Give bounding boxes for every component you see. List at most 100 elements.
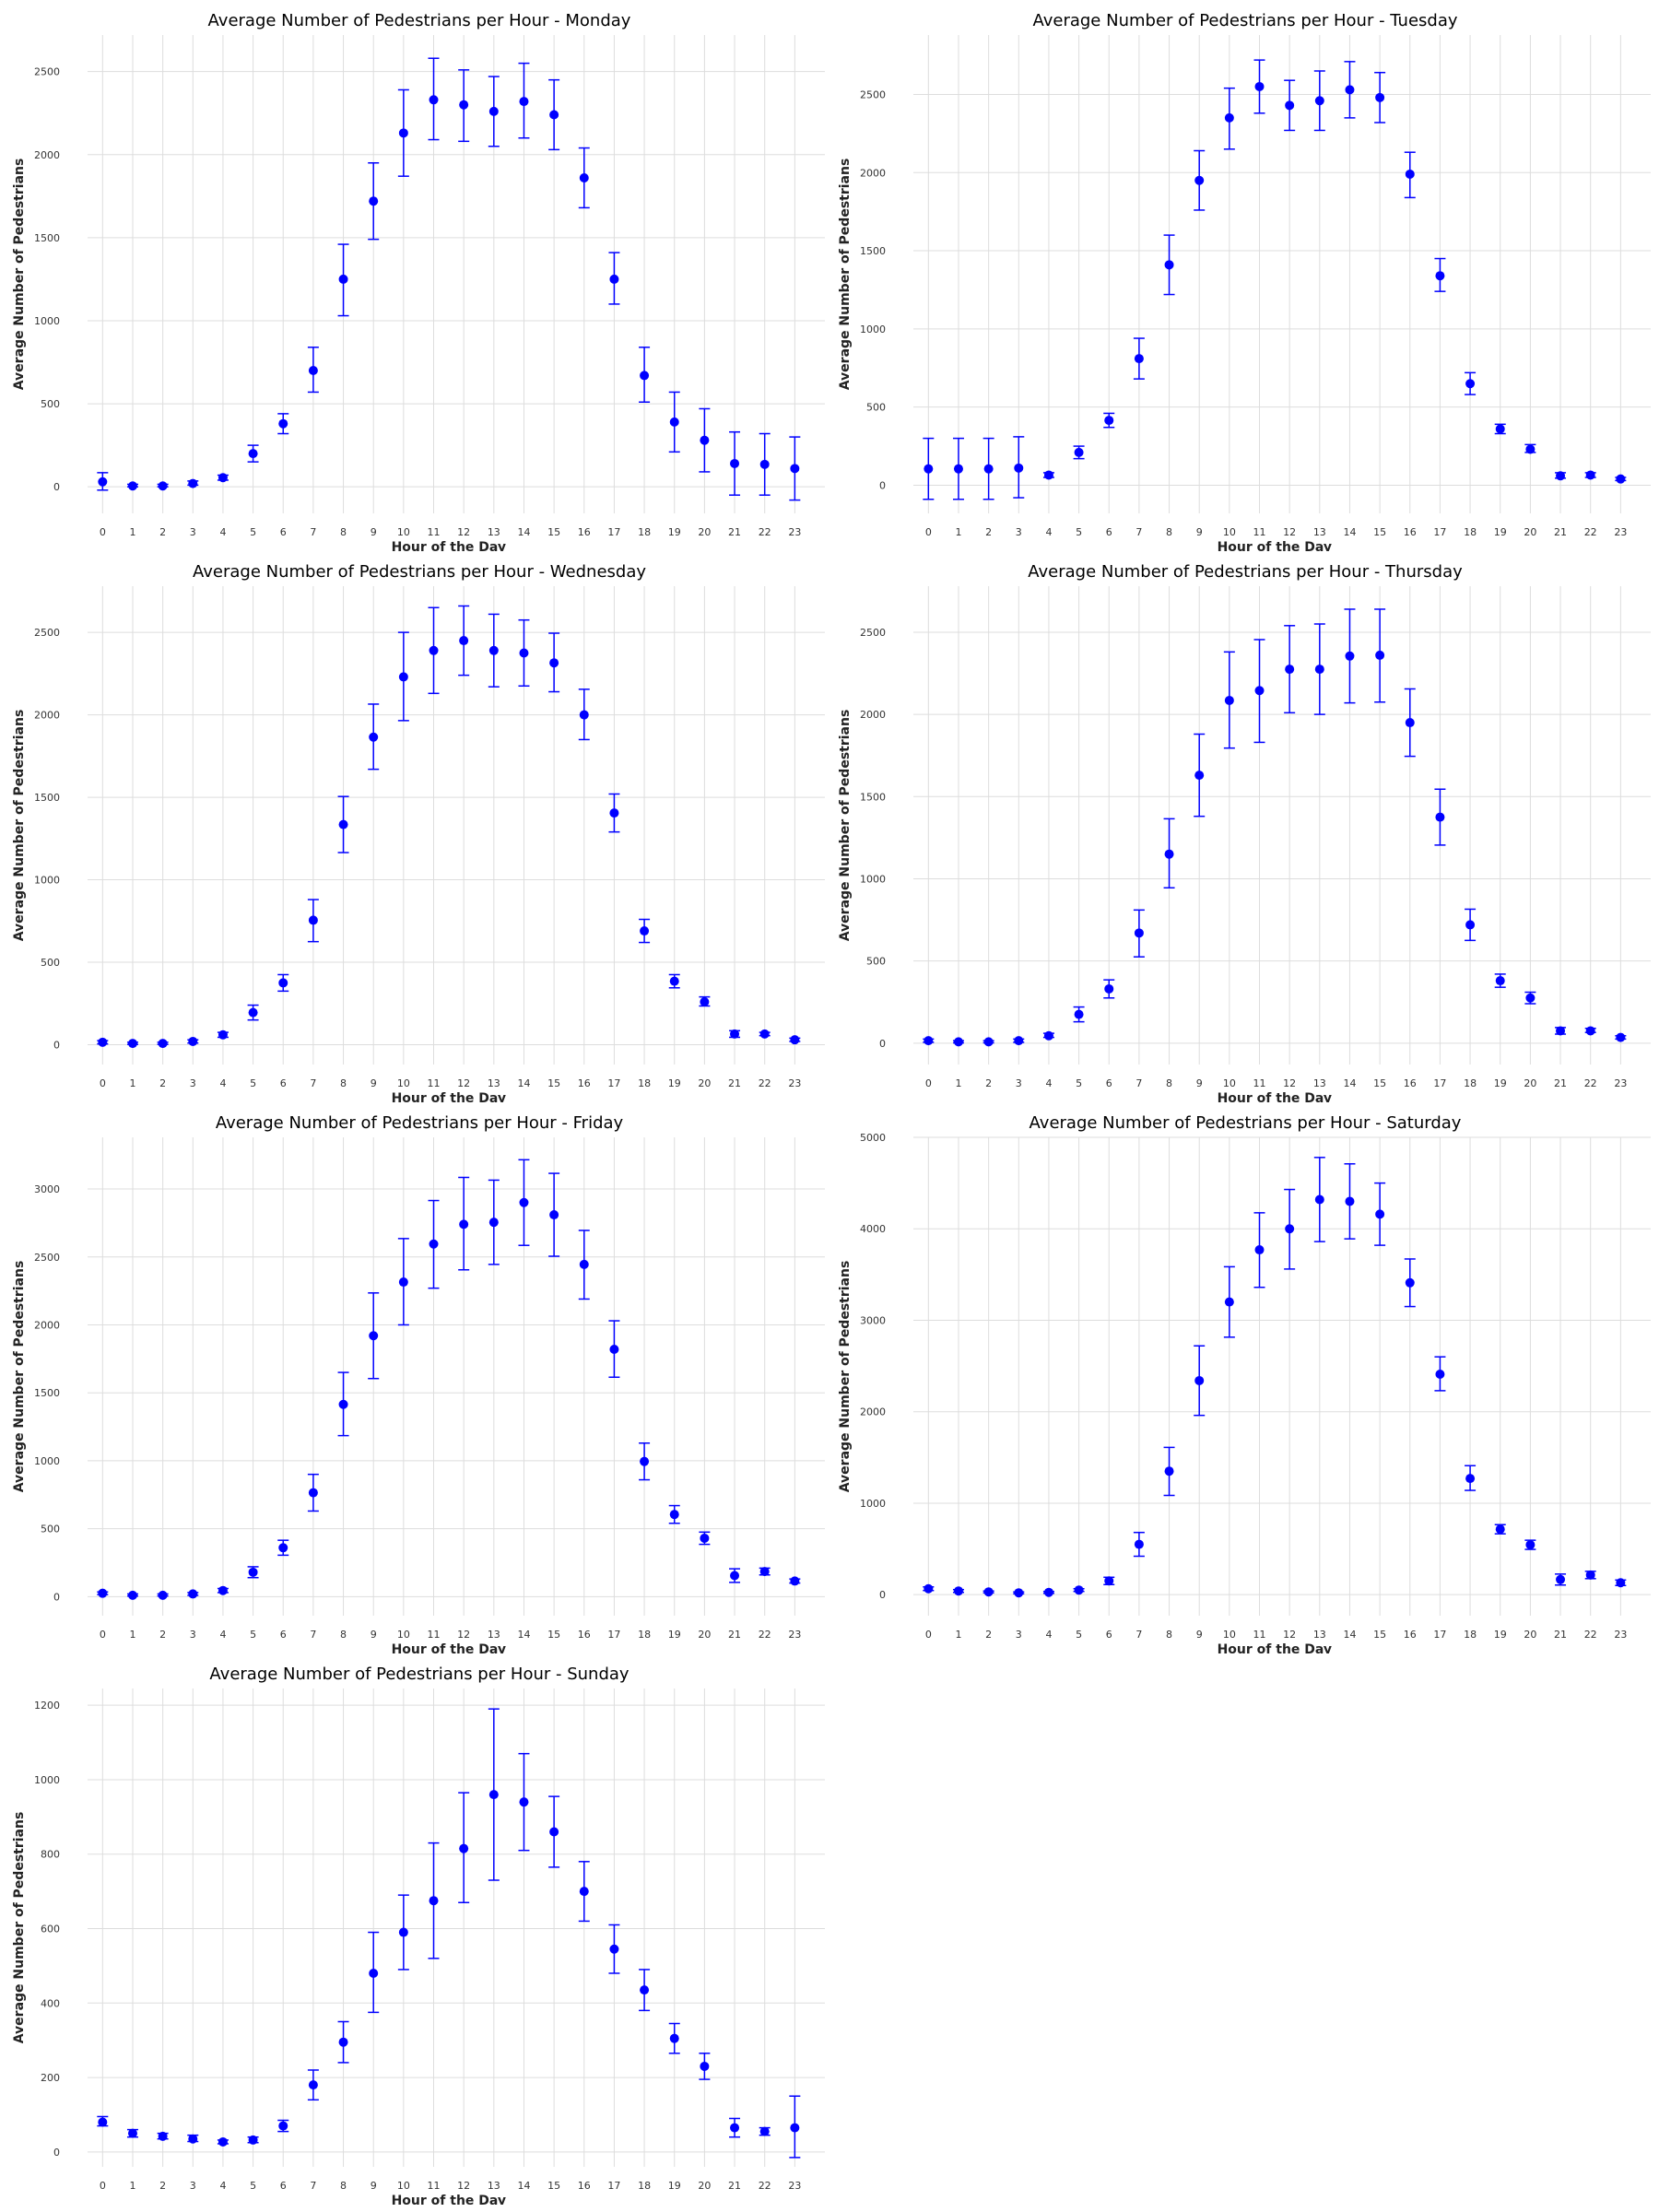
x-tick-label: 7 xyxy=(310,1629,316,1641)
x-tick-label: 3 xyxy=(190,1629,196,1641)
x-tick-label: 1 xyxy=(129,1629,135,1641)
data-point xyxy=(1134,354,1144,364)
y-tick-label: 0 xyxy=(53,1040,60,1052)
y-axis-label: Average Number of Pedestrians xyxy=(12,710,27,942)
x-tick-label: 13 xyxy=(1313,1077,1326,1089)
x-tick-label: 15 xyxy=(1373,526,1386,538)
data-point xyxy=(158,1039,168,1049)
x-axis-label: Hour of the Day xyxy=(1218,1642,1332,1653)
y-tick-label: 1000 xyxy=(34,875,60,887)
x-tick-label: 18 xyxy=(638,2180,651,2192)
x-tick-label: 17 xyxy=(1433,1077,1446,1089)
x-tick-label: 8 xyxy=(340,526,347,538)
x-tick-label: 7 xyxy=(310,526,316,538)
x-tick-label: 13 xyxy=(1313,526,1326,538)
chart-panel: Average Number of Pedestrians per Hour -… xyxy=(12,1113,825,1653)
data-point xyxy=(924,464,934,474)
data-point xyxy=(1616,1578,1626,1588)
x-tick-label: 20 xyxy=(1524,1629,1536,1641)
data-point xyxy=(429,1896,439,1906)
data-point xyxy=(278,1543,288,1553)
x-tick-label: 6 xyxy=(280,1077,287,1089)
data-point xyxy=(700,2061,710,2071)
data-point xyxy=(1525,1540,1535,1550)
data-point xyxy=(579,1887,589,1897)
data-point xyxy=(983,1587,994,1597)
data-point xyxy=(338,2037,348,2047)
data-point xyxy=(127,481,137,491)
x-tick-label: 12 xyxy=(457,2180,470,2192)
data-point xyxy=(549,658,559,668)
x-tick-label: 8 xyxy=(1166,1077,1172,1089)
x-tick-label: 17 xyxy=(607,1077,620,1089)
y-tick-label: 0 xyxy=(53,1591,60,1603)
data-point xyxy=(1104,416,1114,426)
x-tick-label: 2 xyxy=(159,1629,166,1641)
x-tick-label: 18 xyxy=(638,1629,651,1641)
x-tick-label: 21 xyxy=(728,2180,741,2192)
chart-panel: Average Number of Pedestrians per Hour -… xyxy=(838,11,1651,551)
data-point xyxy=(1495,424,1505,434)
data-point xyxy=(248,1567,258,1577)
y-tick-label: 2000 xyxy=(860,167,886,179)
data-point xyxy=(188,1036,198,1046)
x-tick-label: 3 xyxy=(190,2180,196,2192)
x-tick-label: 3 xyxy=(190,526,196,538)
y-tick-label: 2000 xyxy=(34,1319,60,1331)
y-tick-label: 2000 xyxy=(34,149,60,161)
data-point xyxy=(1014,1588,1024,1598)
x-tick-label: 11 xyxy=(1253,1077,1266,1089)
x-tick-label: 19 xyxy=(668,2180,681,2192)
y-tick-label: 5000 xyxy=(860,1132,886,1144)
chart-panel: Average Number of Pedestrians per Hour -… xyxy=(838,1113,1651,1653)
x-tick-label: 10 xyxy=(1223,1629,1236,1641)
y-tick-label: 0 xyxy=(879,479,886,491)
x-tick-label: 23 xyxy=(1614,1629,1627,1641)
x-tick-label: 18 xyxy=(1464,1077,1477,1089)
y-tick-label: 2500 xyxy=(34,1252,60,1264)
data-point xyxy=(790,464,800,474)
data-point xyxy=(1435,812,1445,822)
x-tick-label: 16 xyxy=(1404,526,1417,538)
data-point xyxy=(1074,1009,1084,1019)
data-point xyxy=(669,1510,679,1520)
data-point xyxy=(1616,1032,1626,1042)
data-point xyxy=(1465,920,1476,930)
data-point xyxy=(953,1586,963,1596)
data-point xyxy=(1556,471,1566,481)
y-tick-label: 500 xyxy=(866,956,886,968)
data-point xyxy=(1043,1587,1053,1597)
x-tick-label: 23 xyxy=(788,2180,801,2192)
data-point xyxy=(669,976,679,986)
x-tick-label: 8 xyxy=(340,2180,347,2192)
y-tick-label: 2000 xyxy=(860,709,886,721)
x-tick-label: 5 xyxy=(250,526,256,538)
x-tick-label: 11 xyxy=(428,1077,441,1089)
y-tick-label: 0 xyxy=(53,481,60,493)
y-tick-label: 3000 xyxy=(34,1183,60,1195)
data-point xyxy=(1375,92,1385,102)
x-tick-label: 13 xyxy=(1313,1629,1326,1641)
x-tick-label: 17 xyxy=(607,1629,620,1641)
x-tick-label: 3 xyxy=(1016,1077,1022,1089)
data-point xyxy=(188,2134,198,2144)
x-tick-label: 13 xyxy=(488,1077,500,1089)
x-tick-label: 7 xyxy=(310,1077,316,1089)
x-tick-label: 9 xyxy=(1196,1629,1203,1641)
y-tick-label: 1500 xyxy=(34,1387,60,1399)
x-tick-label: 4 xyxy=(219,1077,226,1089)
chart-panel: Average Number of Pedestrians per Hour -… xyxy=(12,11,825,551)
data-point xyxy=(1525,444,1535,454)
x-tick-label: 7 xyxy=(1135,1629,1142,1641)
y-tick-label: 500 xyxy=(866,402,886,414)
data-point xyxy=(579,172,589,182)
x-tick-label: 8 xyxy=(1166,1629,1172,1641)
x-tick-label: 19 xyxy=(1494,1629,1507,1641)
grid xyxy=(913,586,1651,1065)
x-tick-label: 20 xyxy=(698,526,711,538)
x-tick-label: 18 xyxy=(638,526,651,538)
data-point xyxy=(1134,928,1144,938)
y-tick-label: 1500 xyxy=(34,792,60,804)
data-point xyxy=(127,2128,137,2138)
x-tick-label: 2 xyxy=(159,2180,166,2192)
